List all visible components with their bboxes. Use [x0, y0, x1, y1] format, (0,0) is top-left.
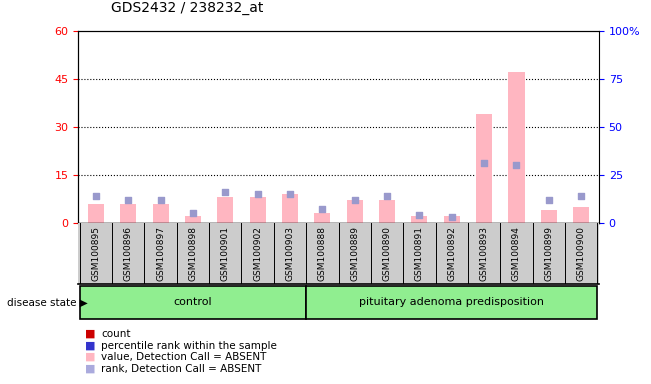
Text: GSM100901: GSM100901: [221, 226, 230, 281]
Bar: [411, 216, 428, 223]
Text: GSM100897: GSM100897: [156, 226, 165, 281]
FancyBboxPatch shape: [306, 286, 598, 319]
Point: [187, 210, 198, 216]
Bar: [314, 213, 331, 223]
Bar: [282, 194, 298, 223]
Point: [576, 193, 587, 199]
Bar: [346, 200, 363, 223]
Text: percentile rank within the sample: percentile rank within the sample: [101, 341, 277, 351]
Text: GSM100896: GSM100896: [124, 226, 133, 281]
Point: [544, 197, 554, 203]
Text: GSM100891: GSM100891: [415, 226, 424, 281]
Text: GSM100894: GSM100894: [512, 226, 521, 281]
Point: [479, 160, 490, 166]
Point: [414, 212, 424, 218]
Point: [253, 191, 263, 197]
Text: GSM100889: GSM100889: [350, 226, 359, 281]
Bar: [541, 210, 557, 223]
Text: GSM100902: GSM100902: [253, 226, 262, 281]
Text: pituitary adenoma predisposition: pituitary adenoma predisposition: [359, 297, 544, 307]
Text: GSM100899: GSM100899: [544, 226, 553, 281]
Text: count: count: [101, 329, 130, 339]
Point: [284, 191, 295, 197]
Text: GDS2432 / 238232_at: GDS2432 / 238232_at: [111, 2, 263, 15]
FancyBboxPatch shape: [79, 286, 306, 319]
Text: GSM100892: GSM100892: [447, 226, 456, 281]
Point: [447, 214, 457, 220]
Bar: [185, 216, 201, 223]
Text: GSM100898: GSM100898: [188, 226, 197, 281]
Bar: [443, 216, 460, 223]
Text: ■: ■: [85, 329, 95, 339]
Point: [511, 162, 521, 168]
Text: GSM100900: GSM100900: [577, 226, 586, 281]
Text: GSM100903: GSM100903: [286, 226, 294, 281]
Point: [317, 206, 327, 212]
Bar: [217, 197, 234, 223]
Point: [382, 193, 393, 199]
Point: [156, 197, 166, 203]
Bar: [88, 204, 104, 223]
Point: [123, 197, 133, 203]
Bar: [120, 204, 136, 223]
Bar: [249, 197, 266, 223]
Text: GSM100893: GSM100893: [480, 226, 489, 281]
Bar: [508, 72, 525, 223]
Text: ■: ■: [85, 364, 95, 374]
Bar: [476, 114, 492, 223]
Text: value, Detection Call = ABSENT: value, Detection Call = ABSENT: [101, 352, 266, 362]
Bar: [379, 200, 395, 223]
Text: GSM100895: GSM100895: [91, 226, 100, 281]
Text: control: control: [174, 297, 212, 307]
Bar: [573, 207, 589, 223]
Text: GSM100890: GSM100890: [383, 226, 391, 281]
Text: ■: ■: [85, 352, 95, 362]
Text: ■: ■: [85, 341, 95, 351]
Point: [350, 197, 360, 203]
Text: disease state ▶: disease state ▶: [7, 297, 87, 308]
Bar: [152, 204, 169, 223]
Text: rank, Detection Call = ABSENT: rank, Detection Call = ABSENT: [101, 364, 261, 374]
Point: [220, 189, 230, 195]
Point: [90, 193, 101, 199]
Text: GSM100888: GSM100888: [318, 226, 327, 281]
